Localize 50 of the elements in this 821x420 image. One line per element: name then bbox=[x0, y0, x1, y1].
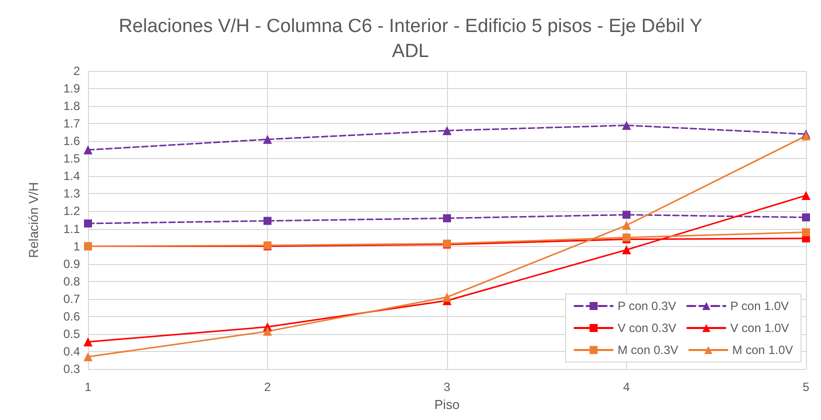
point bbox=[443, 214, 451, 222]
legend-label: P con 0.3V bbox=[618, 299, 676, 313]
legend-label: V con 0.3V bbox=[618, 321, 676, 335]
y-tick-label: 0.3 bbox=[63, 362, 80, 376]
point bbox=[442, 292, 452, 302]
y-tick-label: 0.8 bbox=[63, 274, 80, 288]
point bbox=[802, 213, 810, 222]
point bbox=[802, 228, 810, 236]
point bbox=[84, 220, 92, 228]
y-tick-label: 1.5 bbox=[63, 152, 80, 166]
y-tick-label: 1.7 bbox=[63, 116, 80, 131]
y-tick-label: 1.2 bbox=[63, 204, 80, 218]
legend-label: V con 1.0V bbox=[730, 321, 790, 335]
y-tick-label: 1.8 bbox=[63, 99, 80, 114]
y-tick-label: 1.4 bbox=[63, 169, 80, 184]
point bbox=[263, 326, 272, 336]
point bbox=[84, 352, 92, 362]
point bbox=[802, 190, 810, 200]
y-tick-label: 0.7 bbox=[63, 292, 80, 306]
x-tick-label: 1 bbox=[84, 380, 92, 394]
point bbox=[622, 210, 630, 219]
y-tick-label: 0.5 bbox=[63, 326, 80, 341]
y-tick-label: 0.9 bbox=[63, 256, 80, 271]
y-tick-label: 1.1 bbox=[63, 222, 80, 236]
point bbox=[264, 216, 272, 225]
point bbox=[622, 220, 631, 230]
chart-subtitle: ADL bbox=[392, 41, 429, 62]
y-tick-label: 2 bbox=[73, 64, 80, 78]
y-tick-label: 0.6 bbox=[63, 309, 80, 324]
x-tick-label: 3 bbox=[444, 380, 451, 394]
x-tick-label: 2 bbox=[264, 380, 272, 394]
y-tick-label: 1.9 bbox=[63, 82, 80, 96]
x-tick-label: 5 bbox=[802, 380, 810, 394]
legend-label: M con 0.3V bbox=[618, 343, 678, 357]
x-axis-title: Piso bbox=[434, 396, 460, 412]
y-tick-label: 1.6 bbox=[63, 134, 80, 148]
y-tick-label: 1.3 bbox=[63, 186, 80, 201]
point bbox=[442, 126, 452, 136]
point bbox=[622, 245, 631, 254]
y-tick-label: 1 bbox=[73, 239, 80, 254]
y-axis-title: Relación V/H bbox=[26, 182, 41, 258]
y-tick-label: 0.4 bbox=[63, 344, 80, 358]
chart-title: Relaciones V/H - Columna C6 - Interior - Edificio 5 pisos - Eje Débil Y bbox=[118, 16, 703, 37]
x-tick-label: 4 bbox=[623, 380, 630, 394]
point bbox=[263, 134, 272, 144]
point bbox=[84, 337, 92, 346]
point bbox=[622, 120, 631, 130]
point bbox=[84, 145, 92, 154]
legend-label: P con 1.0V bbox=[730, 299, 789, 313]
legend-label: M con 1.0V bbox=[732, 343, 794, 357]
